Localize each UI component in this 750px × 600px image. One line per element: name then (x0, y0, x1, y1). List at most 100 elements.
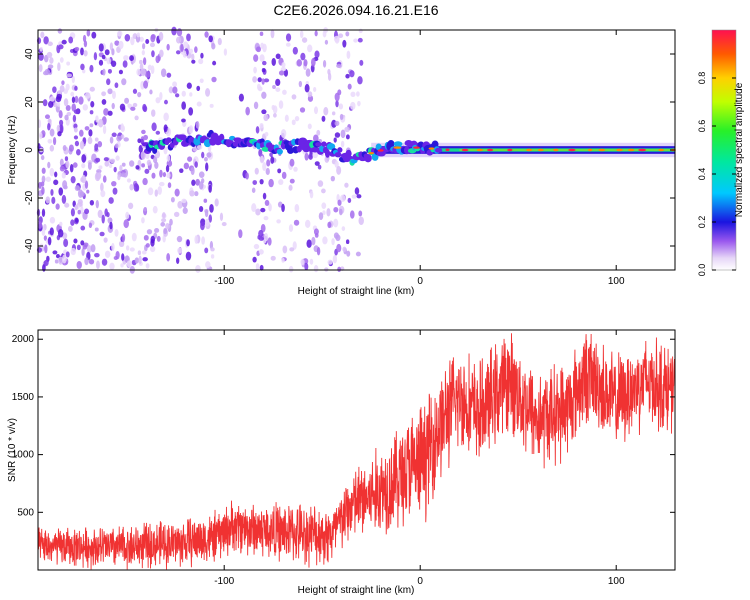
spectrogram-noise-speck (120, 172, 126, 178)
spectrogram-noise-speck (313, 228, 319, 236)
spectrogram-noise (36, 26, 364, 274)
spectrogram-noise-speck (88, 129, 93, 137)
spectrogram-noise-speck (260, 223, 266, 233)
spectrogram-noise-speck (41, 208, 46, 217)
spectrogram-noise-speck (108, 163, 113, 169)
spectrogram-noise-speck (159, 169, 163, 178)
spectrogram-noise-speck (123, 55, 129, 61)
spectrogram-noise-speck (40, 155, 45, 161)
spectrogram-noise-speck (110, 60, 117, 67)
spectrogram-noise-speck (61, 39, 67, 45)
spectrogram-noise-speck (143, 80, 149, 89)
spectrogram-noise-speck (98, 43, 104, 52)
spectrogram-noise-speck (261, 91, 267, 99)
spectrogram-noise-speck (284, 114, 289, 122)
spectrogram-noise-speck (113, 166, 117, 173)
spectrogram-noise-speck (142, 105, 148, 113)
spectrogram-noise-speck (89, 64, 94, 73)
spectrogram-noise-speck (109, 158, 116, 164)
spectrogram-noise-speck (245, 172, 249, 180)
spectrogram-noise-speck (347, 197, 352, 203)
spectrogram-noise-speck (121, 162, 126, 167)
spectrogram-noise-speck (57, 131, 62, 137)
spectrogram-noise-speck (196, 145, 203, 150)
spectrogram-noise-speck (114, 143, 119, 149)
spectrogram-noise-speck (271, 58, 276, 66)
spectrogram-noise-speck (89, 86, 95, 92)
spectrogram-noise-speck (183, 41, 189, 49)
spectrogram-noise-speck (137, 92, 142, 98)
spectrogram-noise-speck (43, 259, 49, 267)
spectrogram-noise-speck (322, 236, 328, 245)
spectrogram-noise-speck (87, 162, 92, 170)
spectrogram-noise-speck (61, 80, 65, 86)
spectrogram-noise-speck (304, 219, 311, 229)
spectrogram-noise-speck (238, 229, 243, 239)
spectrogram-noise-speck (70, 208, 75, 217)
spectrogram-noise-speck (322, 210, 326, 216)
spectrogram-noise-speck (59, 165, 65, 172)
spectrogram-noise-speck (115, 251, 120, 260)
spectrogram-noise-speck (204, 31, 209, 38)
spectrogram-y-label: Frequency (Hz) (7, 116, 18, 185)
spectrogram-noise-speck (309, 190, 314, 199)
spectrogram-noise-speck (186, 33, 191, 42)
spectrogram-signal-peak (459, 149, 675, 151)
spectrogram-noise-speck (57, 28, 63, 34)
spectrogram-noise-speck (69, 164, 74, 173)
spectrogram-noise-speck (270, 255, 276, 261)
colorbar-tick-label: 0.0 (697, 264, 707, 277)
spectrogram-noise-speck (282, 89, 287, 95)
spectrogram-noise-speck (107, 88, 113, 95)
spectrogram-noise-speck (269, 152, 273, 157)
spectrogram-noise-speck (182, 52, 187, 58)
spectrogram-noise-speck (63, 98, 69, 107)
spectrogram-signal-blob (165, 137, 172, 143)
spectrogram-noise-speck (137, 250, 142, 256)
spectrogram-y-tick-label: -40 (24, 238, 35, 253)
spectrogram-noise-speck (259, 155, 265, 164)
spectrogram-noise-speck (40, 181, 45, 187)
spectrogram-noise-speck (71, 75, 75, 84)
spectrogram-noise-speck (143, 134, 149, 141)
spectrogram-noise-speck (253, 243, 260, 250)
spectrogram-noise-speck (238, 93, 244, 102)
spectrogram-noise-speck (268, 178, 274, 188)
spectrogram-noise-speck (65, 104, 71, 111)
spectrogram-noise-speck (89, 199, 95, 206)
spectrogram-noise-speck (132, 102, 138, 108)
colorbar-tick-label: 0.6 (697, 120, 707, 133)
spectrogram-noise-speck (37, 221, 43, 229)
spectrogram-hot-spot (428, 147, 435, 150)
spectrogram-noise-speck (119, 103, 126, 111)
spectrogram-noise-speck (175, 50, 181, 55)
spectrogram-noise-speck (84, 92, 91, 99)
spectrogram-noise-speck (80, 225, 86, 231)
spectrogram-noise-speck (44, 68, 51, 76)
spectrogram-noise-speck (71, 103, 77, 112)
spectrogram-noise-speck (281, 203, 285, 213)
spectrogram-noise-speck (129, 160, 135, 167)
spectrogram-noise-speck (293, 166, 298, 172)
spectrogram-noise-speck (130, 106, 136, 111)
spectrogram-noise-speck (156, 235, 161, 242)
spectrogram-y-tick-label: -20 (24, 190, 35, 205)
spectrogram-noise-speck (72, 162, 78, 168)
spectrogram-noise-speck (293, 219, 300, 226)
spectrogram-noise-speck (172, 81, 178, 88)
spectrogram-noise-speck (41, 175, 46, 183)
spectrogram-noise-speck (264, 131, 269, 137)
spectrogram-noise-speck (312, 151, 318, 159)
spectrogram-noise-speck (252, 76, 257, 83)
spectrogram-noise-speck (321, 202, 327, 209)
spectrogram-noise-speck (337, 266, 342, 272)
spectrogram-signal-blob (276, 148, 283, 155)
spectrogram-noise-speck (76, 244, 81, 251)
spectrogram-noise-speck (144, 168, 150, 174)
spectrogram-noise-speck (47, 236, 52, 246)
spectrogram-noise-speck (164, 99, 168, 105)
spectrogram-noise-speck (55, 203, 60, 210)
snr-plot-area (38, 330, 675, 570)
colorbar-label: Normalized spectral amplitude (734, 82, 745, 217)
spectrogram-noise-speck (142, 57, 147, 66)
